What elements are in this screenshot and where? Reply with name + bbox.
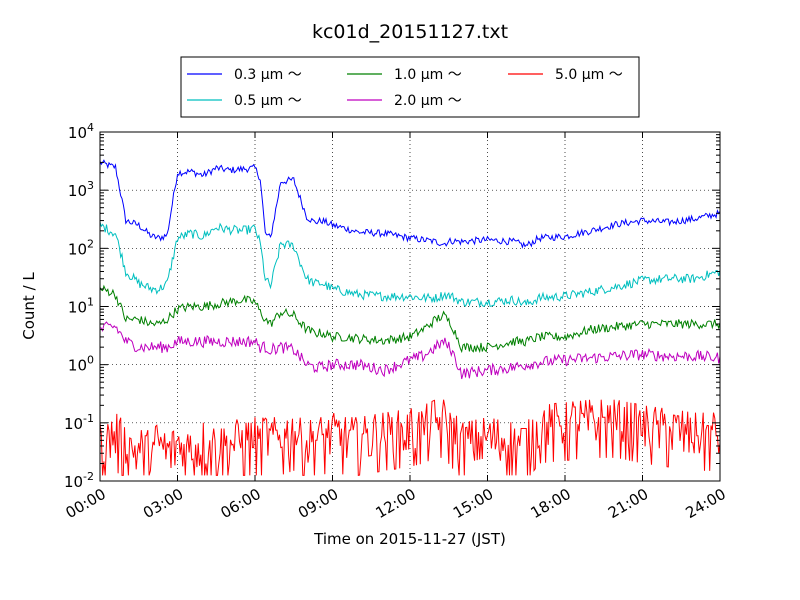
x-axis-label: Time on 2015-11-27 (JST) (313, 530, 506, 548)
series-line-5 (99, 399, 721, 477)
series-layer (99, 159, 721, 477)
legend-label-5: 5.0 μm ～ (555, 67, 623, 83)
y-tick-label: 10-2 (64, 470, 94, 491)
series-line-1 (99, 159, 721, 249)
series-line-4 (99, 321, 721, 380)
chart-title: kc01d_20151127.txt (312, 21, 508, 43)
legend: 0.3 μm ～ 0.5 μm ～ 1.0 μm ～ 2.0 μm ～ 5.0 μm ～ (180, 56, 640, 118)
y-tick-label: 101 (68, 296, 94, 317)
series-line-2 (99, 222, 721, 309)
legend-label-2: 0.5 μm ～ (234, 93, 302, 109)
series-line-3 (99, 284, 721, 354)
y-tick-label: 103 (68, 179, 94, 200)
y-tick-label: 104 (68, 121, 94, 142)
legend-label-3: 1.0 μm ～ (394, 67, 462, 83)
legend-box (180, 56, 640, 118)
legend-label-1: 0.3 μm ～ (234, 67, 302, 83)
y-tick-label: 102 (68, 237, 94, 258)
legend-label-4: 2.0 μm ～ (394, 93, 462, 109)
y-axis-label: Count / L (20, 272, 38, 340)
y-tick-label: 10-1 (64, 412, 94, 433)
y-tick-label: 100 (68, 354, 94, 375)
